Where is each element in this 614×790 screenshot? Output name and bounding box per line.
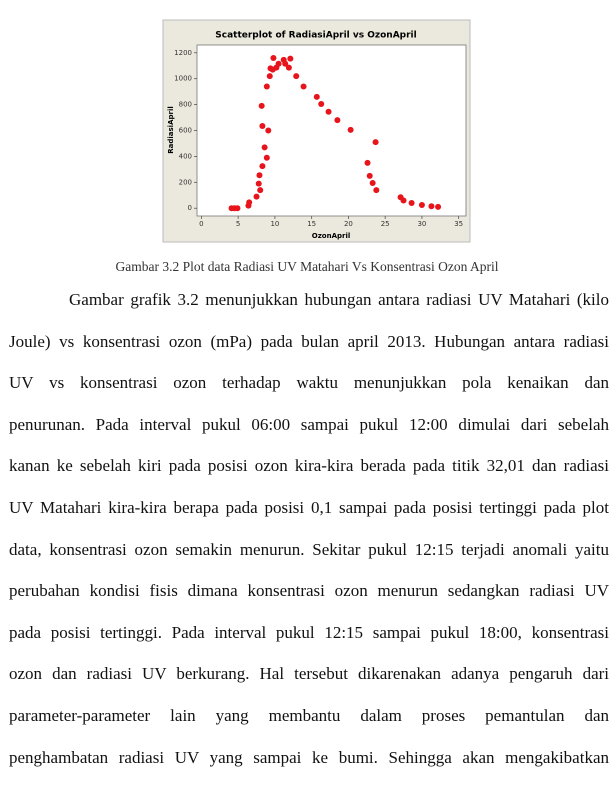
x-tick-label: 30 [417,220,426,228]
point [275,60,282,67]
point [234,205,241,212]
point [366,172,373,179]
text-line: Joule) vs konsentrasi ozon (mPa) pada bu… [9,331,609,351]
point [285,64,292,71]
y-tick-label: 800 [179,101,192,109]
point [261,144,268,151]
point [287,55,294,62]
point [266,73,273,80]
y-tick-label: 0 [188,204,192,212]
point [282,60,289,67]
y-axis-label: RadiasiApril [167,106,175,154]
point [300,83,307,90]
x-tick-label: 25 [381,220,390,228]
point [253,193,260,200]
point [267,65,274,72]
text-line: penurunan. Pada interval pukul 06:00 sam… [9,414,609,434]
point [372,139,379,146]
x-tick-label: 35 [454,220,463,228]
figure-caption: Gambar 3.2 Plot data Radiasi UV Matahari… [115,259,499,274]
text-line: parameter-parameter lain yang membantu d… [9,706,609,725]
x-tick-label: 20 [344,220,353,228]
text-line: pada posisi tertinggi. Pada interval puk… [9,622,609,642]
point [400,197,407,204]
point [265,127,272,134]
y-tick-label: 400 [179,152,192,160]
point [373,187,380,194]
text-line: UV Matahari kira-kira berapa pada posisi… [9,498,609,517]
text-line: UV vs konsentrasi ozon terhadap waktu me… [9,373,609,393]
text-line: data, konsentrasi ozon semakin menurun. … [9,539,609,559]
point [259,122,266,129]
point [270,54,277,61]
text-line: perubahan kondisi fisis dimana konsentra… [9,581,609,601]
point [257,187,264,194]
text-line: ozon dan radiasi UV berkurang. Hal terse… [9,664,609,684]
point [369,179,376,186]
point [263,83,270,90]
plot-area [196,44,467,217]
text-line: kanan ke sebelah kiri pada posisi ozon k… [9,456,609,476]
point [418,201,425,208]
point [334,117,341,124]
x-tick-label: 15 [307,220,316,228]
point [435,203,442,210]
point [318,100,325,107]
point [259,163,266,170]
point [263,154,270,161]
y-tick-label: 600 [179,127,192,135]
x-tick-label: 5 [236,220,240,228]
point [293,73,300,80]
point [246,199,253,206]
chart-title: Scatterplot of RadiasiApril vs OzonApril [215,31,416,41]
text-line: Gambar grafik 3.2 menunjukkan hubungan a… [69,290,609,309]
point [408,200,415,207]
point [313,93,320,100]
y-tick-label: 200 [179,178,192,186]
point [347,126,354,133]
x-tick-label: 10 [270,220,279,228]
point [364,159,371,166]
point [255,180,262,187]
x-tick-label: 0 [199,220,203,228]
point [256,172,263,179]
text-line: penghambatan radiasi UV yang sampai ke b… [9,747,609,767]
point [325,108,332,115]
y-tick-label: 1000 [174,75,192,83]
chart: Scatterplot of RadiasiApril vs OzonApril… [162,19,471,243]
y-tick-label: 1200 [174,49,192,57]
point [428,203,435,210]
point [258,102,265,109]
x-axis-label: OzonApril [312,232,351,240]
